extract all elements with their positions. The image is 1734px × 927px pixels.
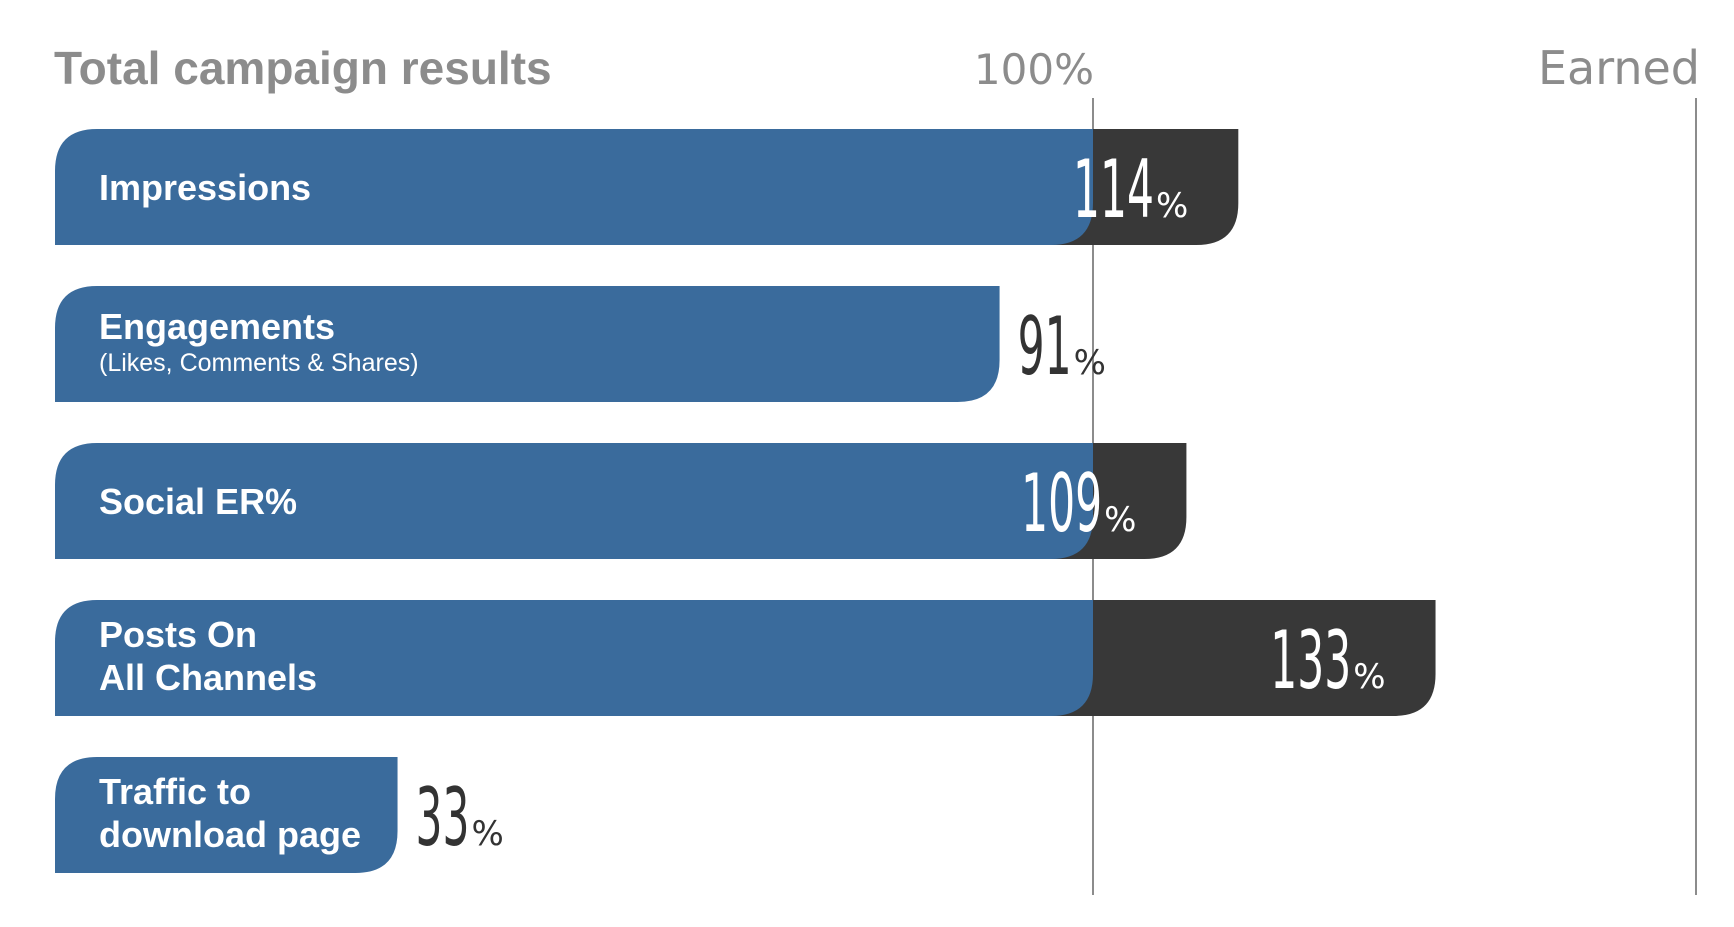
bar-base-segment	[55, 600, 1093, 716]
bar-value-label: 33%	[416, 771, 504, 864]
bar-label: Traffic to	[99, 771, 251, 812]
bar-value-label: 114%	[1073, 143, 1188, 236]
earned-header: Earned	[1538, 41, 1700, 95]
bar-label: All Channels	[99, 657, 317, 698]
bars-group: Impressions 114% Engagements(Likes, Commen…	[55, 129, 1436, 873]
bar-base-segment	[55, 129, 1093, 245]
chart-title: Total campaign results	[54, 42, 552, 94]
bar-base-segment	[55, 443, 1093, 559]
bar-base-segment	[55, 286, 1000, 402]
bar-value-label: 133%	[1270, 614, 1385, 707]
bar-label: Impressions	[99, 167, 311, 208]
bar-value-label: 109%	[1021, 457, 1136, 550]
bar-earned-segment	[1051, 129, 1239, 245]
bar-label: Engagements	[99, 306, 335, 347]
bar-label: Social ER%	[99, 481, 297, 522]
bar-value-label: 91%	[1018, 300, 1106, 393]
bar-base-segment	[55, 757, 398, 873]
bar-label: download page	[99, 814, 361, 855]
reference-header: 100%	[974, 45, 1094, 94]
bar-label: Posts On	[99, 614, 257, 655]
bar-earned-segment	[1051, 600, 1436, 716]
bar-sublabel: (Likes, Comments & Shares)	[99, 349, 419, 377]
